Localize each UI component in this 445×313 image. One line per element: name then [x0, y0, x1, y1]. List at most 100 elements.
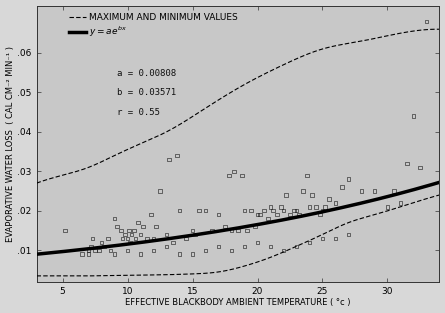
- Point: [117, 228, 125, 233]
- Point: [157, 188, 164, 193]
- Point: [111, 252, 118, 257]
- Point: [243, 228, 251, 233]
- Point: [124, 248, 131, 253]
- Point: [299, 188, 307, 193]
- Point: [290, 208, 297, 213]
- Point: [228, 228, 235, 233]
- Point: [247, 208, 255, 213]
- Point: [176, 208, 183, 213]
- Point: [202, 208, 209, 213]
- Point: [277, 204, 284, 209]
- Point: [273, 212, 280, 217]
- Point: [124, 236, 131, 241]
- Point: [153, 224, 160, 229]
- Point: [293, 208, 300, 213]
- Point: [241, 208, 248, 213]
- Point: [260, 208, 267, 213]
- Point: [225, 173, 232, 178]
- Point: [137, 232, 144, 237]
- Point: [107, 248, 114, 253]
- Point: [345, 177, 352, 182]
- Point: [61, 228, 69, 233]
- Point: [322, 204, 329, 209]
- Point: [254, 212, 261, 217]
- Point: [89, 236, 96, 241]
- Y-axis label: EVAPORATIVE WATER LOSS  ( CAL CM⁻² MIN⁻¹ ): EVAPORATIVE WATER LOSS ( CAL CM⁻² MIN⁻¹ …: [5, 46, 15, 242]
- Point: [423, 19, 430, 24]
- Point: [189, 228, 196, 233]
- Point: [85, 252, 92, 257]
- Point: [312, 204, 320, 209]
- Point: [280, 248, 287, 253]
- Point: [384, 204, 391, 209]
- Point: [150, 248, 157, 253]
- Point: [287, 212, 294, 217]
- Point: [113, 224, 121, 229]
- Point: [267, 244, 274, 249]
- Point: [143, 236, 150, 241]
- Point: [98, 240, 105, 245]
- Point: [128, 232, 135, 237]
- Point: [85, 248, 92, 253]
- Point: [170, 240, 177, 245]
- Point: [308, 192, 316, 198]
- Point: [140, 224, 147, 229]
- Point: [280, 208, 287, 213]
- Point: [174, 153, 181, 158]
- Point: [215, 244, 222, 249]
- Point: [163, 232, 170, 237]
- Point: [166, 157, 173, 162]
- Point: [251, 224, 259, 229]
- Point: [121, 232, 129, 237]
- Point: [150, 236, 157, 241]
- Point: [182, 236, 190, 241]
- Point: [195, 208, 202, 213]
- Point: [88, 244, 95, 249]
- Point: [303, 173, 311, 178]
- Point: [319, 208, 326, 213]
- Text: r = 0.55: r = 0.55: [117, 108, 160, 117]
- Point: [295, 212, 303, 217]
- Point: [410, 114, 417, 119]
- Point: [404, 161, 411, 166]
- Point: [283, 192, 290, 198]
- Point: [137, 252, 144, 257]
- Point: [105, 236, 112, 241]
- Point: [267, 204, 274, 209]
- Point: [239, 173, 246, 178]
- Point: [293, 244, 300, 249]
- Point: [215, 212, 222, 217]
- Text: a = 0.00808: a = 0.00808: [117, 69, 176, 78]
- Point: [316, 212, 324, 217]
- Point: [78, 252, 85, 257]
- Point: [92, 248, 99, 253]
- Point: [358, 188, 365, 193]
- Point: [132, 236, 139, 241]
- Point: [191, 232, 198, 237]
- Point: [390, 188, 397, 193]
- Point: [332, 236, 339, 241]
- Point: [417, 165, 424, 170]
- Point: [371, 188, 378, 193]
- Point: [189, 252, 196, 257]
- Text: b = 0.03571: b = 0.03571: [117, 89, 176, 97]
- Point: [222, 224, 229, 229]
- Point: [228, 248, 235, 253]
- Point: [101, 244, 108, 249]
- Point: [345, 232, 352, 237]
- Point: [147, 212, 154, 217]
- Point: [306, 240, 313, 245]
- Point: [163, 244, 170, 249]
- Legend: MAXIMUM AND MINIMUM VALUES, $y = ae^{bx}$: MAXIMUM AND MINIMUM VALUES, $y = ae^{bx}…: [69, 13, 238, 39]
- Point: [176, 252, 183, 257]
- Point: [338, 185, 345, 190]
- Point: [119, 236, 126, 241]
- Point: [241, 244, 248, 249]
- Point: [125, 228, 133, 233]
- Point: [256, 212, 263, 217]
- Point: [134, 220, 142, 225]
- Point: [126, 240, 134, 245]
- Point: [235, 228, 242, 233]
- Point: [270, 208, 277, 213]
- Point: [325, 197, 332, 202]
